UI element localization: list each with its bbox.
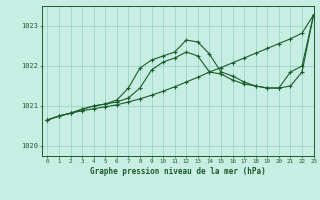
X-axis label: Graphe pression niveau de la mer (hPa): Graphe pression niveau de la mer (hPa): [90, 167, 266, 176]
